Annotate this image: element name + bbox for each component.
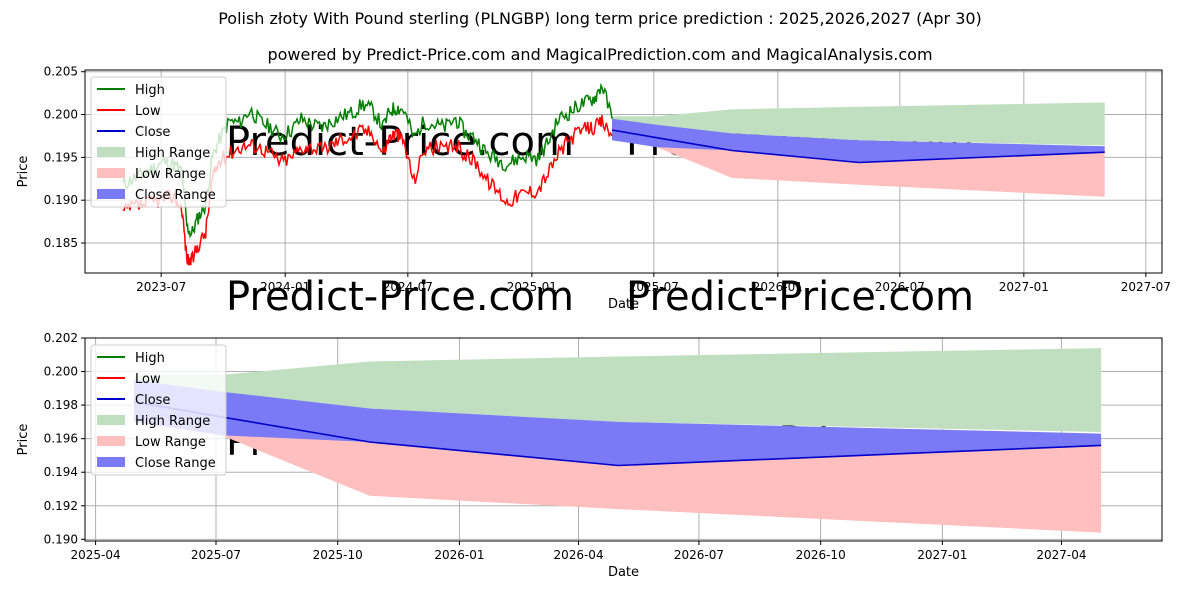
axes-frame — [84, 69, 1163, 274]
y-tick-label: 0.200 — [44, 365, 78, 379]
chart-subtitle: powered by Predict-Price.com and Magical… — [267, 45, 933, 64]
y-tick-label: 0.205 — [44, 65, 78, 79]
watermark: Predict-Price.com — [226, 274, 574, 320]
x-tick-label: 2025-10 — [313, 548, 363, 562]
x-tick-label: 2023-07 — [136, 280, 186, 294]
legend-label: Close — [135, 125, 170, 140]
plot-area-bottom — [133, 348, 1102, 533]
watermark: Predict-Price.com — [626, 274, 974, 320]
x-tick-label: 2027-07 — [1121, 280, 1171, 294]
x-tick-label: 2025-07 — [191, 548, 241, 562]
x-axis-label: Date — [608, 565, 639, 580]
axes-frame — [84, 337, 1163, 542]
legend-label: Low — [135, 104, 161, 119]
low-line — [122, 115, 613, 266]
high-range-band — [612, 102, 1105, 146]
y-tick-label: 0.185 — [44, 236, 78, 250]
y-axis-label: Price — [16, 156, 31, 188]
y-tick-label: 0.198 — [44, 398, 78, 412]
x-tick-label: 2027-01 — [999, 280, 1049, 294]
y-tick-label: 0.196 — [44, 432, 78, 446]
x-axis-label: Date — [608, 297, 639, 312]
high-line — [121, 82, 613, 239]
panel-bottom: Predict-Price.comPredict-Price.com2025-0… — [16, 331, 1163, 580]
legend-label: High — [135, 83, 165, 98]
legend-label: Low — [135, 372, 161, 387]
legend-swatch — [97, 436, 125, 446]
x-tick-label: 2026-10 — [796, 548, 846, 562]
high-range-band — [134, 348, 1102, 432]
plot-area-top — [121, 82, 1105, 266]
legend-swatch — [97, 457, 125, 467]
y-tick-label: 0.202 — [44, 331, 78, 345]
y-tick-label: 0.192 — [44, 499, 78, 513]
y-axis-label: Price — [16, 424, 31, 456]
close-line — [611, 129, 1105, 164]
chart-title: Polish złoty With Pound sterling (PLNGBP… — [218, 9, 982, 28]
x-tick-label: 2026-01 — [434, 548, 484, 562]
legend-swatch — [97, 147, 125, 157]
x-tick-label: 2024-07 — [383, 280, 433, 294]
y-tick-label: 0.190 — [44, 193, 78, 207]
legend-label: Close Range — [135, 456, 216, 471]
x-tick-label: 2026-07 — [674, 548, 724, 562]
legend-swatch — [97, 415, 125, 425]
low-range-band — [612, 130, 1105, 197]
x-tick-label: 2026-07 — [875, 280, 925, 294]
low-range-band — [134, 401, 1102, 533]
legend-label: Close — [135, 393, 170, 408]
y-tick-label: 0.200 — [44, 108, 78, 122]
x-tick-label: 2027-01 — [917, 548, 967, 562]
y-tick-label: 0.195 — [44, 150, 78, 164]
legend-swatch — [97, 189, 125, 199]
x-tick-label: 2025-07 — [629, 280, 679, 294]
x-tick-label: 2024-01 — [260, 280, 310, 294]
legend-label: High Range — [135, 146, 210, 161]
close-range-band — [612, 118, 1105, 163]
legend-label: High — [135, 351, 165, 366]
x-tick-label: 2027-04 — [1036, 548, 1086, 562]
close-range-band — [134, 379, 1102, 466]
x-tick-label: 2025-04 — [71, 548, 121, 562]
x-tick-label: 2026-01 — [753, 280, 803, 294]
legend-swatch — [97, 168, 125, 178]
x-tick-label: 2026-04 — [553, 548, 603, 562]
legend-label: High Range — [135, 414, 210, 429]
legend-label: Close Range — [135, 188, 216, 203]
legend-label: Low Range — [135, 435, 206, 450]
legend-label: Low Range — [135, 167, 206, 182]
y-tick-label: 0.194 — [44, 465, 78, 479]
y-tick-label: 0.190 — [44, 532, 78, 546]
x-tick-label: 2025-01 — [507, 280, 557, 294]
